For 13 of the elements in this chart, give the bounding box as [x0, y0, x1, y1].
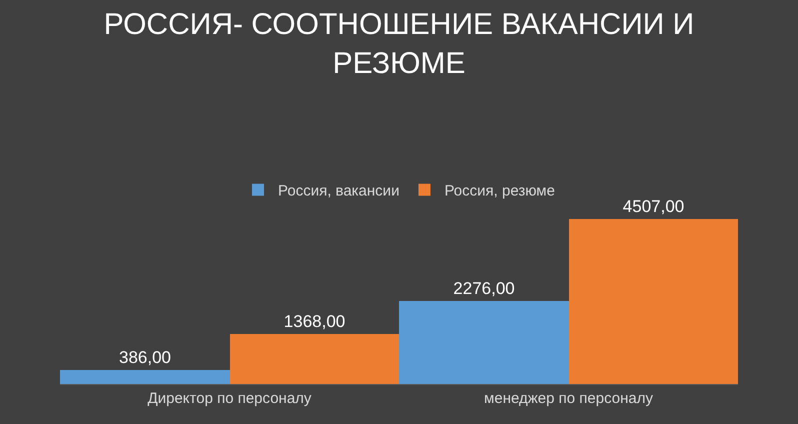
data-label: 2276,00 [453, 279, 515, 298]
data-label: 1368,00 [284, 312, 346, 331]
legend-label: Россия, вакансии [278, 182, 400, 200]
bar [399, 301, 569, 384]
chart-title: РОССИЯ- СООТНОШЕНИЕ ВАКАНСИИ И РЕЗЮМЕ [104, 8, 694, 80]
bar [230, 334, 399, 384]
bar [569, 219, 738, 384]
bar [60, 370, 230, 384]
x-tick-label: менеджер по персоналу [484, 390, 654, 407]
data-label: 386,00 [119, 348, 171, 367]
legend-label: Россия, резюме [444, 182, 555, 200]
data-label: 4507,00 [622, 197, 684, 216]
x-tick-label: Директор по персоналу [148, 390, 312, 407]
